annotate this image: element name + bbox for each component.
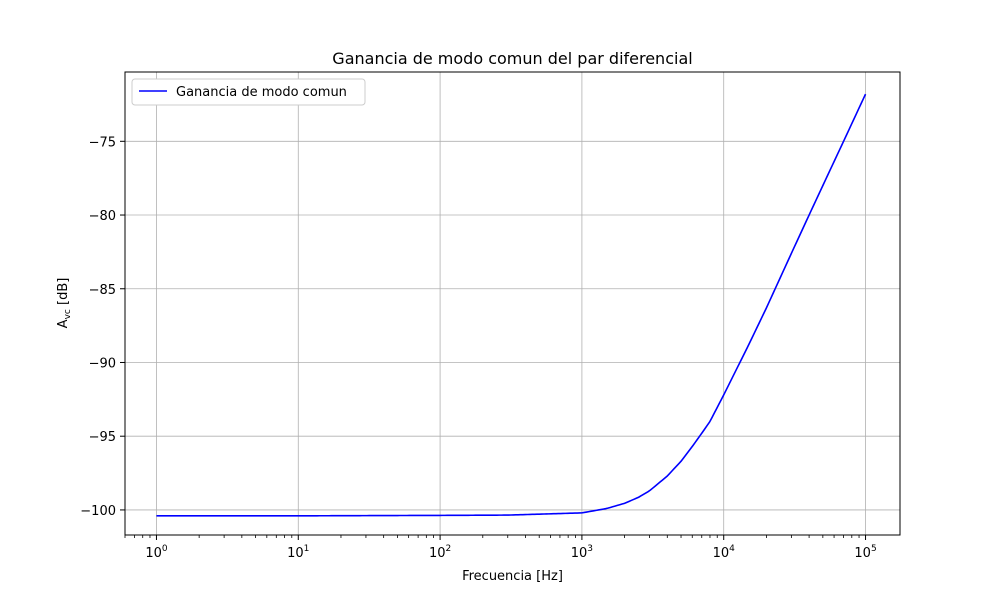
x-tick-label-exponent: 1 xyxy=(304,544,310,554)
x-tick-label-base: 10 xyxy=(713,546,730,561)
y-axis-label: Avc [dB] xyxy=(56,278,73,329)
x-tick-label-base: 10 xyxy=(429,546,446,561)
x-tick-label: 105 xyxy=(854,544,876,561)
y-axis-label-unit: [dB] xyxy=(56,278,71,309)
legend-label: Ganancia de modo comun xyxy=(176,85,347,100)
x-tick-label: 103 xyxy=(571,544,593,561)
x-tick-label-exponent: 2 xyxy=(445,544,451,554)
x-tick-label-exponent: 4 xyxy=(729,544,735,554)
x-tick-label: 102 xyxy=(429,544,451,561)
x-axis: 100 101 102 103 104 105 xyxy=(124,535,877,561)
x-tick-label: 101 xyxy=(287,544,309,561)
y-tick-label: −95 xyxy=(89,430,116,445)
x-tick-label-base: 10 xyxy=(145,546,162,561)
series-layer xyxy=(156,93,867,517)
y-tick-label: −90 xyxy=(89,356,116,371)
y-axis-label-main: A xyxy=(56,319,71,328)
x-tick-label-base: 10 xyxy=(854,546,871,561)
x-tick-label: 104 xyxy=(713,544,736,561)
legend-box xyxy=(131,78,366,106)
x-tick-label-exponent: 3 xyxy=(587,544,593,554)
x-axis-label: Frecuencia [Hz] xyxy=(462,569,563,584)
x-tick-label: 100 xyxy=(145,544,168,561)
plot-area xyxy=(125,72,900,535)
grid-lines xyxy=(125,72,900,535)
y-tick-label: −80 xyxy=(89,209,116,224)
x-tick-label-exponent: 5 xyxy=(871,544,877,554)
legend: Ganancia de modo comun xyxy=(131,78,366,106)
chart-title: Ganancia de modo comun del par diferenci… xyxy=(332,49,692,68)
x-tick-label-base: 10 xyxy=(287,546,304,561)
y-tick-label: −85 xyxy=(89,283,116,298)
series-line xyxy=(156,93,867,517)
x-tick-label-base: 10 xyxy=(571,546,588,561)
y-tick-label: −75 xyxy=(89,135,116,150)
x-tick-label-exponent: 0 xyxy=(162,544,168,554)
y-tick-label: −100 xyxy=(80,504,116,519)
plot-frame xyxy=(124,71,901,536)
y-axis-label-subscript: vc xyxy=(63,309,73,319)
y-axis: −75 −80 −85 −90 −95 −100 xyxy=(80,135,125,519)
